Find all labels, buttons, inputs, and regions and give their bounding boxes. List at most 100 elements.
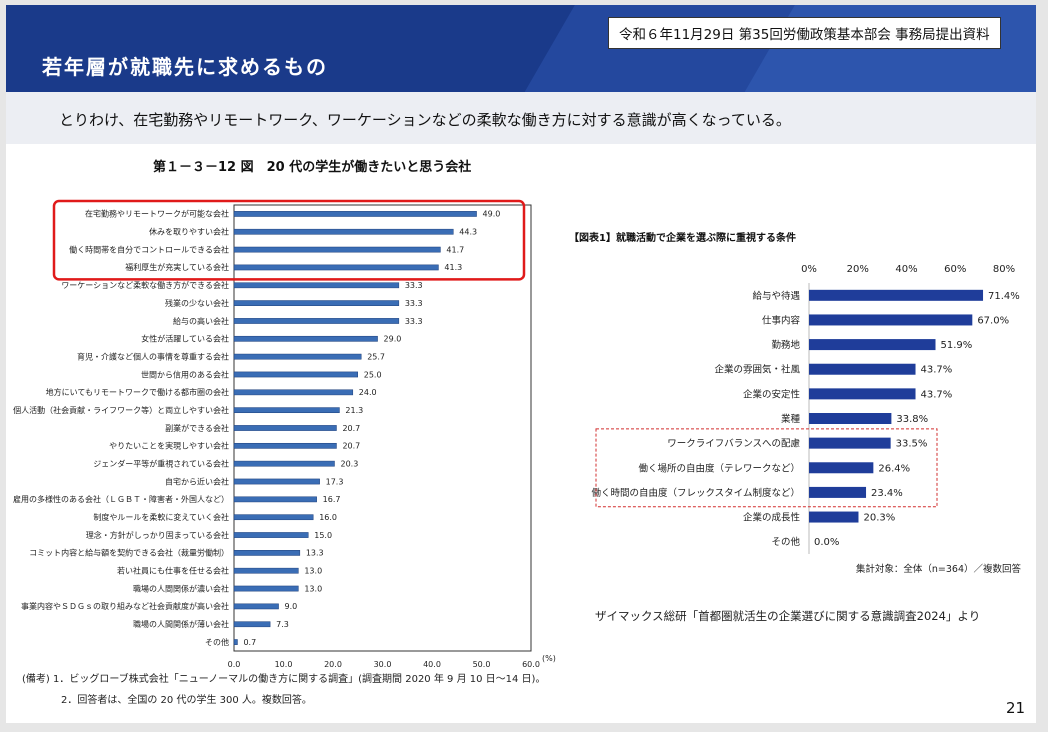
left-bar xyxy=(233,353,362,360)
right-category-label: その他 xyxy=(771,536,800,548)
left-value-label: 44.3 xyxy=(459,228,477,237)
left-category-label: 残業の少ない会社 xyxy=(165,298,229,308)
left-category-label: 働く時間帯を自分でコントロールできる会社 xyxy=(69,244,229,254)
left-bar xyxy=(233,318,400,324)
left-chart-title: 第１－３－12 図 20 代の学生が働きたいと思う会社 xyxy=(153,159,471,175)
right-bar xyxy=(809,339,936,351)
left-value-label: 15.0 xyxy=(314,531,332,540)
left-bar xyxy=(233,639,238,645)
right-x-tick-label: 0% xyxy=(801,264,817,275)
left-bar xyxy=(233,478,320,485)
left-category-label: 地方にいてもリモートワークで働ける都市圏の会社 xyxy=(46,387,229,397)
left-value-label: 20.7 xyxy=(342,442,360,451)
left-value-label: 33.3 xyxy=(405,281,423,290)
subtitle: とりわけ、在宅勤務やリモートワーク、ワーケーションなどの柔軟な働き方に対する意識… xyxy=(59,111,791,129)
right-chart-title: 【図表1】就職活動で企業を選ぶ際に重視する条件 xyxy=(569,231,796,244)
left-value-label: 33.3 xyxy=(405,299,423,308)
left-value-label: 9.0 xyxy=(285,602,298,611)
right-value-label: 43.7% xyxy=(921,389,953,400)
left-category-label: 職場の人間関係が薄い会社 xyxy=(133,619,229,629)
left-category-label: 制度やルールを柔軟に変えていく会社 xyxy=(93,512,229,522)
left-value-label: 17.3 xyxy=(326,477,344,486)
left-category-label: 雇用の多様性のある会社（ＬＧＢＴ・障害者・外国人など） xyxy=(13,494,229,504)
left-bar xyxy=(233,211,477,217)
left-unit-label: (%) xyxy=(542,654,556,663)
left-category-label: 給与の高い会社 xyxy=(173,316,229,326)
right-category-label: 仕事内容 xyxy=(762,314,801,326)
right-x-tick-label: 40% xyxy=(895,264,917,275)
left-value-label: 13.3 xyxy=(306,549,324,558)
right-bar xyxy=(809,437,891,449)
meeting-info-box: 令和６年11月29日 第35回労働政策基本部会 事務局提出資料 xyxy=(608,17,1001,49)
left-category-label: 事業内容やＳＤＧｓの取り組みなど社会貢献度が高い会社 xyxy=(21,601,229,611)
right-category-label: 企業の成長性 xyxy=(743,512,801,524)
left-value-label: 13.0 xyxy=(304,567,322,576)
right-category-label: 企業の雰囲気・社風 xyxy=(714,364,800,376)
right-bar xyxy=(809,413,892,424)
right-bar xyxy=(809,289,984,301)
right-category-label: 給与や待遇 xyxy=(752,290,800,302)
left-bar xyxy=(233,425,337,431)
left-bar xyxy=(233,585,299,592)
right-bar xyxy=(809,486,867,498)
left-category-label: 個人活動（社会貢献・ライフワーク等）と両立しやすい会社 xyxy=(13,405,229,415)
right-value-label: 23.4% xyxy=(871,488,903,499)
right-source-note: ザイマックス総研「首都圏就活生の企業選びに関する意識調査2024」より xyxy=(595,609,980,623)
left-bar xyxy=(233,621,271,628)
left-bar xyxy=(233,335,378,342)
left-value-label: 7.3 xyxy=(276,620,289,629)
left-bar xyxy=(233,603,279,610)
left-bar xyxy=(233,514,314,521)
left-category-label: 副業ができる会社 xyxy=(165,423,229,433)
right-category-label: 勤務地 xyxy=(771,339,800,351)
right-value-label: 33.5% xyxy=(896,439,928,450)
left-bar xyxy=(233,300,400,306)
highlight-box xyxy=(52,199,526,281)
dashed-highlight-box xyxy=(595,428,938,508)
right-x-tick-label: 80% xyxy=(993,264,1015,275)
left-x-tick-label: 20.0 xyxy=(324,660,342,669)
right-x-tick-label: 60% xyxy=(944,264,966,275)
slide: 若年層が就職先に求めるもの 令和６年11月29日 第35回労働政策基本部会 事務… xyxy=(6,5,1036,723)
right-bar xyxy=(809,363,916,375)
left-bar xyxy=(233,496,317,503)
right-category-label: 働く時間の自由度（フレックスタイム制度など） xyxy=(591,487,800,499)
left-bar xyxy=(233,228,454,235)
charts-canvas: 第１－３－12 図 20 代の学生が働きたいと思う会社在宅勤務やリモートワークが… xyxy=(13,159,1022,706)
left-bar xyxy=(233,442,337,449)
left-value-label: 0.7 xyxy=(243,638,256,647)
left-category-label: 福利厚生が充実している会社 xyxy=(125,262,229,272)
left-category-label: やりたいことを実現しやすい会社 xyxy=(109,441,229,451)
left-value-label: 25.0 xyxy=(364,370,382,379)
left-x-tick-label: 60.0 xyxy=(522,660,540,669)
left-category-label: 職場の人間関係が濃い会社 xyxy=(133,583,229,593)
left-value-label: 24.0 xyxy=(359,388,377,397)
subtitle-bar xyxy=(6,92,1036,144)
left-category-label: コミット内容と給与額を契約できる会社（裁量労働制） xyxy=(29,548,229,558)
right-value-label: 43.7% xyxy=(921,365,953,376)
right-bar xyxy=(809,511,859,523)
left-x-tick-label: 40.0 xyxy=(423,660,441,669)
page-title: 若年層が就職先に求めるもの xyxy=(42,55,328,79)
left-value-label: 20.7 xyxy=(342,424,360,433)
left-bar xyxy=(233,246,441,253)
left-category-label: 若い社員にも仕事を任せる会社 xyxy=(117,566,229,576)
right-value-label: 71.4% xyxy=(988,291,1020,302)
left-value-label: 20.3 xyxy=(340,459,358,468)
left-category-label: 育児・介護など個人の事情を尊重する会社 xyxy=(77,351,229,361)
left-value-label: 49.0 xyxy=(483,210,501,219)
left-bar xyxy=(233,264,439,271)
right-category-label: 働く場所の自由度（テレワークなど） xyxy=(638,462,800,474)
left-value-label: 21.3 xyxy=(345,406,363,415)
right-population-note: 集計対象：全体（n=364）／複数回答 xyxy=(856,563,1022,575)
left-bar xyxy=(233,371,358,378)
left-value-label: 16.0 xyxy=(319,513,337,522)
right-value-label: 51.9% xyxy=(941,340,973,351)
left-category-label: その他 xyxy=(205,637,229,647)
left-value-label: 41.3 xyxy=(444,263,462,272)
left-category-label: 世間から信用のある会社 xyxy=(141,369,229,379)
left-bar xyxy=(233,407,340,414)
left-bar xyxy=(233,389,354,396)
right-bar xyxy=(809,314,973,326)
left-category-label: ワーケーションなど柔軟な働き方ができる会社 xyxy=(61,280,229,290)
